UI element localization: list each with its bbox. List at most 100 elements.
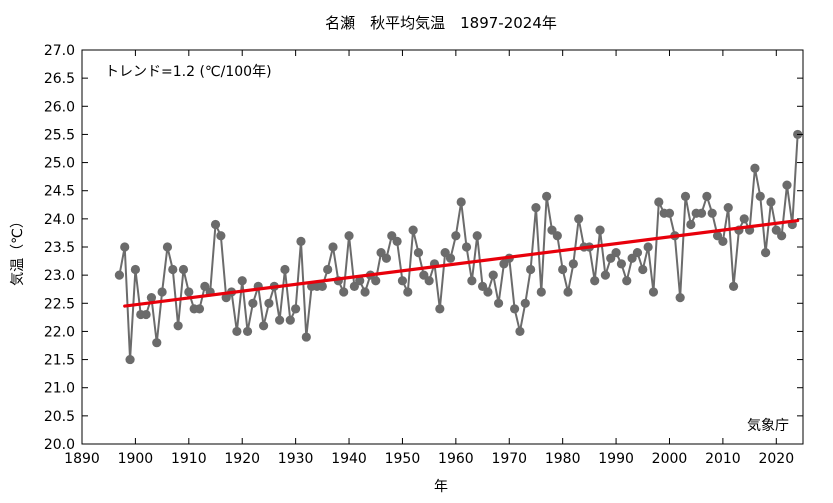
data-point [141, 309, 151, 320]
y-tick-label: 22.5 [44, 296, 75, 312]
data-point [536, 287, 546, 297]
data-point [686, 219, 696, 230]
data-point [258, 321, 269, 331]
data-point [339, 287, 349, 297]
data-point [542, 191, 552, 201]
trend-line [123, 218, 800, 308]
y-tick-label: 26.5 [44, 71, 75, 87]
data-point [403, 287, 413, 297]
data-point [675, 293, 685, 303]
x-tick-label: 1900 [118, 451, 154, 467]
data-point [728, 281, 739, 291]
data-point [296, 236, 306, 246]
data-point [568, 259, 578, 269]
data-point [664, 208, 675, 218]
data-point [291, 304, 301, 314]
data-point [451, 231, 461, 241]
data-point [130, 264, 141, 275]
data-point [739, 214, 749, 224]
data-point [552, 231, 562, 241]
data-point [408, 225, 418, 235]
x-tick-label: 2010 [705, 451, 741, 467]
data-point [173, 321, 183, 331]
data-point [520, 298, 530, 308]
data-point [563, 287, 573, 297]
data-point [157, 287, 167, 297]
data-point [178, 264, 189, 275]
data-point [761, 248, 771, 258]
x-tick-label: 1960 [438, 451, 474, 467]
x-tick-label: 1970 [491, 451, 527, 467]
data-point [162, 242, 173, 252]
chart-title: 名瀬 秋平均気温 1897-2024年 [325, 14, 557, 32]
x-tick-label: 1910 [171, 451, 207, 467]
data-point [328, 242, 338, 252]
data-point [194, 304, 205, 314]
trend-annotation: トレンド=1.2 (℃/100年) [105, 64, 272, 80]
y-tick-label: 25.0 [44, 156, 75, 172]
data-point [168, 264, 178, 275]
data-point [285, 315, 295, 325]
data-point [600, 270, 610, 280]
data-point [472, 231, 482, 241]
data-point [782, 180, 792, 190]
y-tick-label: 20.0 [44, 437, 75, 453]
data-point [344, 231, 354, 241]
axis-ticks: 20.0 20.5 21.0 21.5 22.0 22.5 23.0 23.5 24.0 24.5… [44, 43, 803, 467]
data-point [456, 197, 466, 207]
source-label: 気象庁 [747, 418, 789, 434]
data-point [280, 264, 290, 275]
data-point [648, 287, 659, 297]
data-point [120, 242, 130, 252]
y-tick-label: 22.0 [44, 324, 75, 340]
data-point [301, 332, 311, 342]
series-line [118, 134, 799, 361]
data-point [755, 191, 765, 201]
data-point [509, 304, 520, 314]
x-axis-title: 年 [434, 479, 448, 495]
data-point [371, 276, 381, 286]
data-point [702, 191, 712, 201]
data-point [611, 248, 621, 258]
x-tick-label: 1980 [545, 451, 581, 467]
data-point [622, 276, 632, 286]
data-point [750, 163, 760, 173]
data-point [526, 264, 536, 275]
x-tick-label: 1950 [385, 451, 421, 467]
data-point [766, 197, 776, 207]
x-tick-label: 2000 [652, 451, 688, 467]
data-point [264, 298, 274, 308]
data-point [632, 248, 643, 258]
data-point [483, 287, 493, 297]
data-point [777, 231, 787, 241]
y-tick-label: 23.0 [44, 268, 75, 284]
x-tick-label: 1930 [278, 451, 314, 467]
data-point [114, 270, 124, 280]
data-point [574, 214, 584, 224]
x-tick-label: 1940 [331, 451, 367, 467]
x-tick-label: 1920 [224, 451, 260, 467]
x-tick-label: 1890 [64, 451, 100, 467]
data-point [467, 276, 477, 286]
data-point [216, 231, 226, 241]
data-point [445, 253, 456, 263]
data-point [125, 354, 135, 365]
x-tick-label: 2020 [758, 451, 794, 467]
data-point [654, 197, 664, 207]
data-point [323, 264, 333, 275]
y-tick-label: 24.5 [44, 184, 75, 200]
data-point [680, 191, 691, 201]
data-point [493, 298, 504, 308]
y-axis-title: 気温（℃） [10, 214, 26, 286]
data-point [723, 203, 733, 213]
data-point [360, 287, 370, 297]
y-tick-label: 27.0 [44, 43, 75, 59]
y-tick-label: 24.0 [44, 212, 75, 228]
y-tick-label: 23.5 [44, 240, 75, 256]
data-point [424, 276, 434, 286]
data-point [638, 264, 648, 275]
data-point [696, 208, 707, 218]
data-point [515, 326, 525, 337]
